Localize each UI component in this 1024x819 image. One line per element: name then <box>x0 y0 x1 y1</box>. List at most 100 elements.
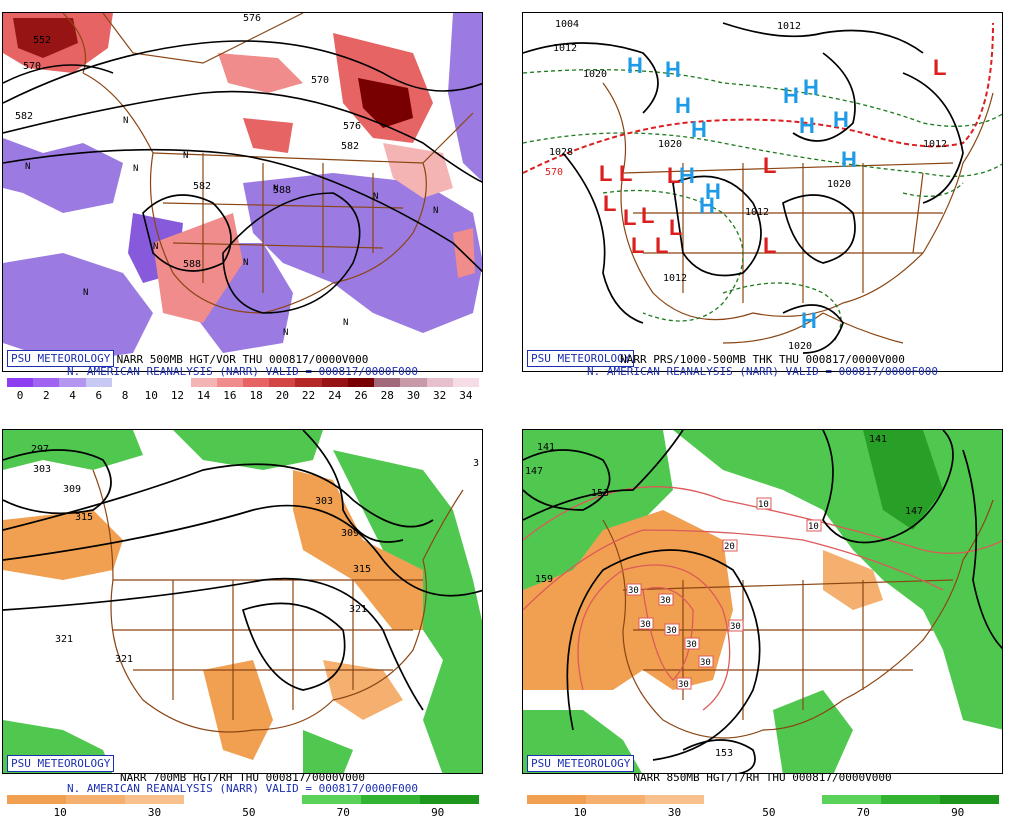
vorticity-symbol: N <box>273 184 278 194</box>
map-pressure-graphic: 1004 1012 1020 1012 1028 1020 1012 1012 … <box>523 19 1002 354</box>
colorbar-tick-label: 10 <box>53 806 67 819</box>
contour-label: 153 <box>591 488 609 499</box>
low-pressure-symbol: L <box>623 205 636 230</box>
vorticity-symbol: N <box>153 242 158 252</box>
temperature-label: 30 <box>666 626 677 636</box>
vorticity-symbol: N <box>183 151 188 161</box>
vorticity-positive-area <box>358 78 413 128</box>
contour-label: 321 <box>55 634 73 645</box>
colorbar-swatch <box>704 795 734 804</box>
colorbar <box>7 378 479 387</box>
rh-moist-area <box>773 690 853 773</box>
vorticity-symbol: N <box>83 288 88 298</box>
isobar-label: 1012 <box>923 139 947 150</box>
rh-moist-area <box>3 430 143 470</box>
contour-label: 576 <box>343 121 361 132</box>
colorbar-swatch <box>527 795 557 804</box>
low-pressure-symbols: L L L L L L L L L L L L <box>599 55 946 258</box>
colorbar-tick-label: 90 <box>431 806 445 819</box>
colorbar-swatch <box>154 795 184 804</box>
contour-label: 3 <box>473 458 479 469</box>
vorticity-symbol: N <box>343 318 348 328</box>
colorbar-tick-label: 90 <box>951 806 965 819</box>
temperature-contours <box>523 486 1002 711</box>
colorbar-swatch <box>969 795 999 804</box>
vorticity-negative-area <box>3 138 123 213</box>
rh-dry-area <box>523 510 733 690</box>
low-pressure-symbol: L <box>599 161 612 186</box>
temperature-label: 10 <box>808 522 819 532</box>
low-pressure-symbol: L <box>631 233 644 258</box>
rh-dry-area <box>203 660 273 760</box>
vorticity-symbol: N <box>433 206 438 216</box>
contour-label: 141 <box>537 442 555 453</box>
high-pressure-symbol: H <box>675 93 691 118</box>
colorbar <box>7 795 479 804</box>
colorbar-swatch <box>449 795 479 804</box>
colorbar-tick-label: 10 <box>573 806 587 819</box>
low-pressure-symbol: L <box>667 163 680 188</box>
high-pressure-symbols: H H H H H H H H H H H H H <box>627 53 857 333</box>
colorbar-tick-label: 2 <box>43 389 50 402</box>
colorbar-swatch <box>164 378 191 387</box>
map-700mb-graphic: 297 303 309 315 321 321 303 309 315 321 … <box>3 430 482 773</box>
isobar-label: 1020 <box>658 139 682 150</box>
colorbar-tick-label: 30 <box>147 806 162 819</box>
colorbar-tick-label: 26 <box>354 389 368 402</box>
high-pressure-symbol: H <box>665 57 681 82</box>
contour-label: 321 <box>349 604 367 615</box>
colorbar-tick-label: 18 <box>249 389 263 402</box>
contour-label: 309 <box>341 528 359 539</box>
low-pressure-symbol: L <box>763 153 776 178</box>
isobar-label: 1004 <box>555 19 579 30</box>
high-pressure-symbol: H <box>699 193 715 218</box>
colorbar-swatch <box>586 795 616 804</box>
temperature-label: 30 <box>686 640 697 650</box>
high-pressure-symbol: H <box>691 117 707 142</box>
contour-label: 141 <box>869 434 887 445</box>
rh-moist-area <box>333 450 482 773</box>
colorbar-ticks: 10 30 50 70 90 <box>7 806 479 819</box>
contour-label: 147 <box>905 506 923 517</box>
colorbar-swatch <box>7 378 34 387</box>
colorbar-swatch <box>295 378 322 387</box>
psu-meteorology-badge: PSU METEOROLOGY <box>527 350 635 367</box>
map-pressure: 1004 1012 1020 1012 1028 1020 1012 1012 … <box>522 12 1003 372</box>
vorticity-symbol: N <box>373 192 378 202</box>
contour-label: 159 <box>535 574 553 585</box>
colorbar-tick-label: 12 <box>170 389 185 402</box>
colorbar-swatch <box>347 378 375 387</box>
caption-product: NARR PRS/1000-500MB THK THU 000817/0000V… <box>620 353 905 366</box>
colorbar-swatch <box>190 378 217 387</box>
colorbar-swatch <box>33 378 60 387</box>
colorbar-swatch <box>556 795 586 804</box>
colorbar-swatch <box>66 795 96 804</box>
colorbar-tick-label: 32 <box>433 389 447 402</box>
temperature-label: 30 <box>730 622 741 632</box>
rh-moist-area <box>173 430 323 470</box>
colorbar-tick-label: 14 <box>197 389 211 402</box>
colorbar-swatch <box>213 795 243 804</box>
colorbar-swatch <box>216 378 243 387</box>
isobar-label: 1012 <box>745 207 769 218</box>
caption-product: NARR 500MB HGT/VOR THU 000817/0000V000 <box>116 353 369 366</box>
isobar-label: 1020 <box>788 341 812 352</box>
temperature-label: 30 <box>628 586 639 596</box>
colorbar-swatch <box>910 795 940 804</box>
contour-label: 588 <box>183 259 201 270</box>
colorbar-tick-label: 20 <box>275 389 289 402</box>
rh-dry-area <box>823 550 883 610</box>
high-pressure-symbol: H <box>799 113 815 138</box>
high-pressure-symbol: H <box>627 53 643 78</box>
colorbar-swatch <box>111 378 139 387</box>
temperature-label: 20 <box>724 542 735 552</box>
high-pressure-symbol: H <box>783 83 799 108</box>
colorbar-swatch <box>674 795 704 804</box>
temperature-label: 30 <box>678 680 689 690</box>
contour-label: 297 <box>31 444 49 455</box>
high-pressure-symbol: H <box>801 308 817 333</box>
vorticity-negative-area <box>3 253 153 363</box>
isobar-label: 1012 <box>777 21 801 32</box>
panel-850mb: 141 147 153 159 153 141 147 10 10 20 30 … <box>522 429 1003 819</box>
colorbar-tick-label: 30 <box>667 806 682 819</box>
